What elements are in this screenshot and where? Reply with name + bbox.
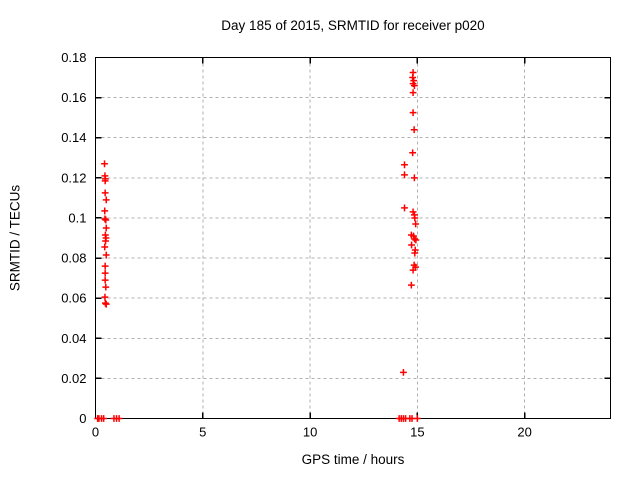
data-point (102, 196, 110, 204)
x-tick-label: 0 (92, 425, 99, 440)
y-tick-label: 0.18 (61, 50, 86, 65)
data-point (101, 177, 109, 185)
data-point (412, 220, 420, 228)
plot-border (94, 56, 612, 420)
x-tick-label: 5 (199, 425, 206, 440)
data-point (101, 269, 109, 277)
data-point (409, 266, 417, 274)
data-point (102, 216, 110, 224)
data-point (408, 241, 415, 249)
y-tick-label: 0 (79, 411, 86, 426)
data-point (410, 126, 418, 134)
data-point (409, 109, 417, 117)
data-point (101, 243, 109, 251)
data-point (102, 224, 110, 232)
y-tick-label: 0.16 (61, 90, 86, 105)
data-point (102, 251, 110, 259)
y-tick-label: 0.04 (61, 331, 86, 346)
data-point (411, 249, 419, 257)
y-tick-label: 0.06 (61, 291, 86, 306)
x-tick-label: 15 (410, 425, 424, 440)
data-point (407, 281, 415, 289)
data-point (101, 160, 108, 168)
y-tick-label: 0.08 (61, 251, 86, 266)
data-point (102, 283, 110, 291)
y-tick-label: 0.14 (61, 130, 86, 145)
data-point (410, 82, 418, 89)
data-point (101, 299, 109, 307)
data-point (410, 174, 418, 182)
y-tick-label: 0.1 (68, 210, 86, 225)
data-point (101, 215, 109, 223)
data-point (401, 171, 408, 179)
y-tick-label: 0.02 (61, 371, 86, 386)
data-point (409, 149, 417, 157)
data-point (412, 236, 420, 244)
x-axis-label: GPS time / hours (301, 452, 405, 467)
y-tick-label: 0.12 (61, 170, 86, 185)
data-point (100, 415, 108, 422)
data-point (115, 415, 123, 422)
data-point (102, 237, 109, 245)
data-point (101, 276, 109, 284)
chart-title: Day 185 of 2015, SRMTID for receiver p02… (221, 18, 485, 33)
x-tick-label: 20 (517, 425, 531, 440)
data-point (101, 189, 109, 197)
data-point (101, 207, 109, 215)
data-point (101, 262, 109, 270)
data-point (413, 415, 421, 422)
data-point (401, 204, 408, 212)
data-point (102, 300, 110, 308)
x-tick-label: 10 (303, 425, 317, 440)
data-point (401, 161, 408, 169)
data-point (409, 89, 417, 96)
data-point (400, 368, 407, 376)
data-point (411, 235, 418, 243)
data-point (101, 293, 109, 301)
data-point (411, 214, 419, 222)
